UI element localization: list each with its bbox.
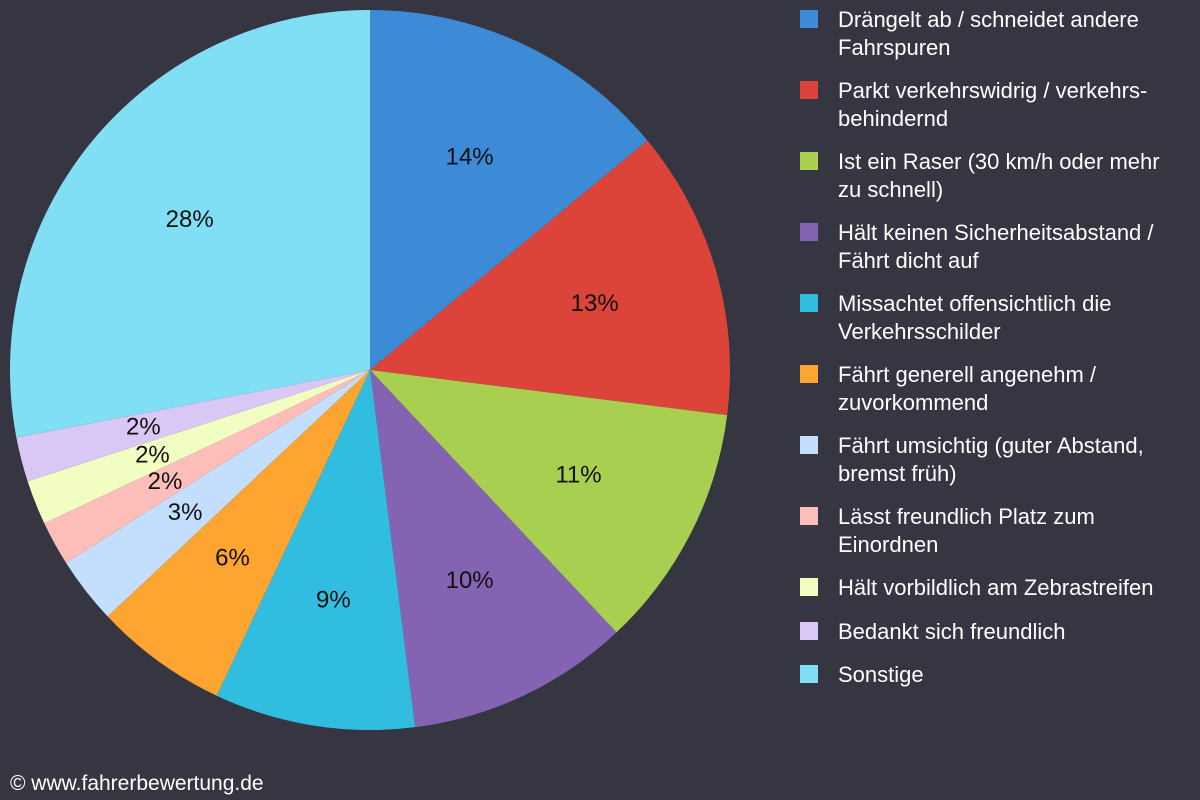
legend-label: Fährt generell angenehm / zuvorkommend: [838, 362, 1097, 415]
data-label: 28%: [166, 206, 214, 233]
legend-label: Ist ein Raser (30 km/h oder mehr zu schn…: [838, 149, 1160, 202]
legend-item: Sonstige: [800, 661, 1190, 689]
legend-item: Bedankt sich freundlich: [800, 618, 1190, 646]
legend-item: Parkt verkehrswidrig / verkehrs-behinder…: [800, 77, 1190, 132]
data-label: 2%: [148, 468, 183, 495]
legend-swatch: [800, 621, 818, 640]
legend-label: Drängelt ab / schneidet andere Fahrspure…: [838, 7, 1139, 60]
pie-slice: [66, 370, 371, 617]
legend-item: Fährt generell angenehm / zuvorkommend: [800, 361, 1190, 416]
pie-slice: [370, 370, 617, 728]
pie-slice: [370, 10, 648, 370]
legend-item: Hält vorbildlich am Zebrastreifen: [800, 574, 1190, 602]
legend-swatch: [800, 81, 818, 99]
data-label: 11%: [555, 462, 601, 489]
legend: Drängelt ab / schneidet andere Fahrspure…: [800, 6, 1190, 689]
legend-item: Hält keinen Sicherheitsabstand / Fährt d…: [800, 219, 1190, 274]
legend-item: Missachtet offensichtlich die Verkehrssc…: [800, 290, 1190, 345]
legend-label: Bedankt sich freundlich: [838, 618, 1066, 644]
legend-label: Sonstige: [838, 662, 924, 687]
pie-slice: [16, 370, 371, 482]
pie-slice: [370, 370, 728, 633]
legend-swatch: [800, 223, 818, 241]
data-label: 14%: [446, 144, 494, 171]
legend-label: Missachtet offensichtlich die Verkehrssc…: [838, 291, 1112, 344]
legend-label: Parkt verkehrswidrig / verkehrs-behinder…: [838, 78, 1148, 131]
credit: © www.fahrerbewertung.de: [10, 772, 264, 795]
data-label: 10%: [446, 567, 494, 594]
legend-swatch: [800, 507, 818, 525]
pie-slice: [44, 370, 370, 563]
legend-swatch: [800, 10, 818, 28]
legend-swatch: [800, 294, 818, 312]
legend-swatch: [800, 665, 818, 683]
pie-slice: [27, 370, 370, 524]
legend-label: Fährt umsichtig (guter Abstand, bremst f…: [838, 433, 1144, 486]
legend-swatch: [800, 365, 818, 383]
legend-item: Ist ein Raser (30 km/h oder mehr zu schn…: [800, 148, 1190, 203]
legend-item: Drängelt ab / schneidet andere Fahrspure…: [800, 6, 1190, 61]
pie-slice: [107, 370, 371, 696]
pie-slice: [370, 140, 731, 416]
legend-swatch: [800, 578, 818, 596]
legend-swatch: [800, 152, 818, 170]
data-label: 3%: [168, 499, 203, 526]
pie-slice: [216, 370, 416, 730]
data-label: 2%: [126, 414, 161, 441]
legend-label: Hält keinen Sicherheitsabstand / Fährt d…: [838, 220, 1154, 273]
data-label: 9%: [316, 586, 351, 613]
data-label: 6%: [215, 545, 250, 572]
legend-item: Lässt freundlich Platz zum Einordnen: [800, 503, 1190, 558]
legend-swatch: [800, 436, 818, 454]
data-label: 2%: [135, 441, 170, 468]
legend-label: Lässt freundlich Platz zum Einordnen: [838, 504, 1095, 557]
pie-slice: [9, 10, 371, 438]
data-label: 13%: [571, 290, 619, 317]
legend-item: Fährt umsichtig (guter Abstand, bremst f…: [800, 432, 1190, 487]
chart: 14%13%11%10%9%6%3%2%2%2%28%: [9, 10, 731, 730]
legend-label: Hält vorbildlich am Zebrastreifen: [838, 575, 1154, 600]
